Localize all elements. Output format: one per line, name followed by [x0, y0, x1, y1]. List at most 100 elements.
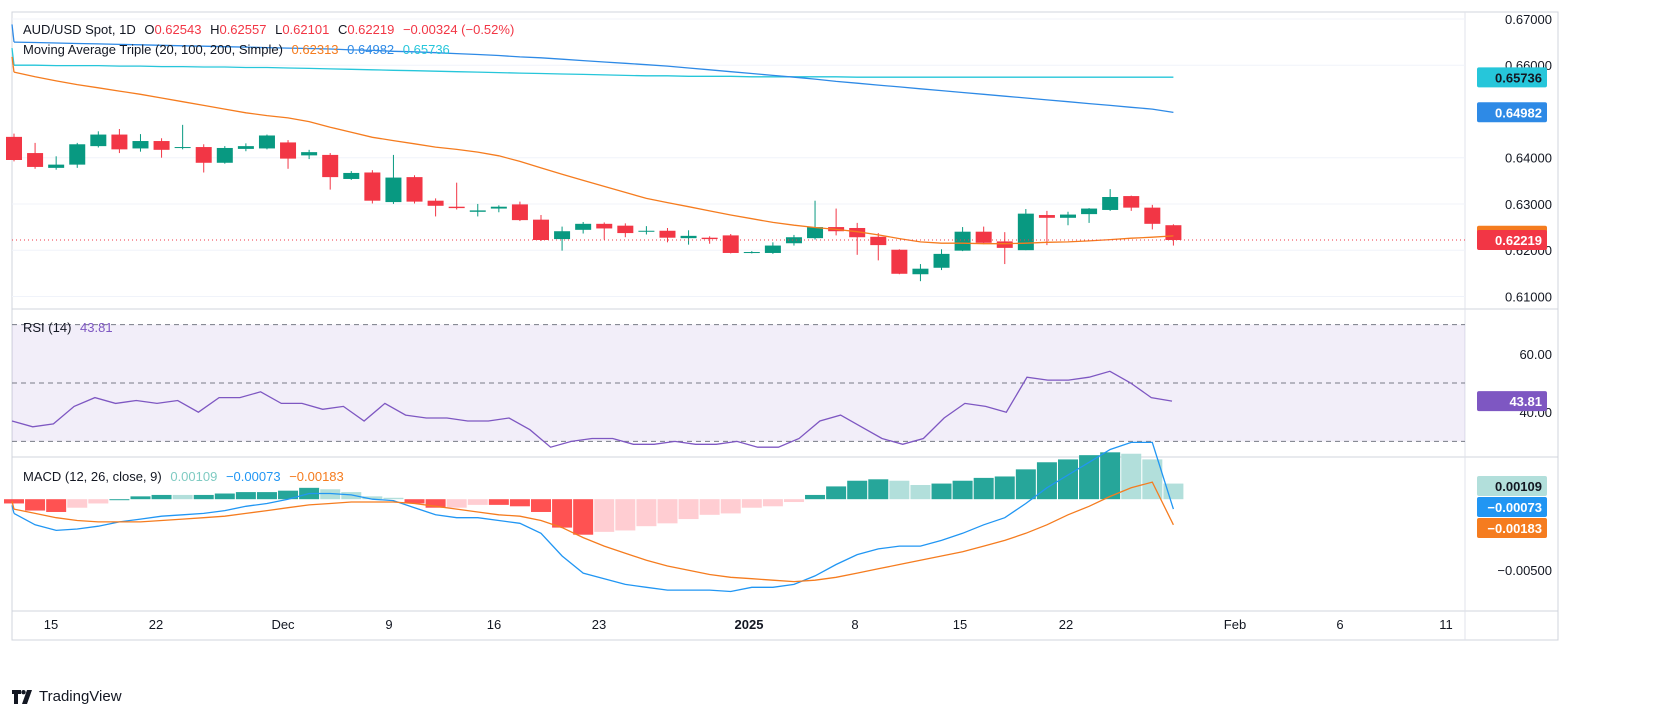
- macd-histogram-bar: [256, 492, 277, 500]
- ma200-value: 0.65736: [402, 42, 450, 57]
- candle-body: [132, 141, 149, 149]
- candle-body: [1017, 213, 1034, 251]
- candle-body: [870, 236, 887, 246]
- candle-body: [1123, 196, 1140, 208]
- macd-histogram-bar: [1015, 469, 1036, 500]
- x-axis-label: 22: [1059, 617, 1073, 632]
- x-axis-label: 6: [1336, 617, 1343, 632]
- signal-line-extension: [11, 500, 15, 510]
- macd-histogram-bar: [805, 494, 826, 500]
- x-axis-label: 15: [44, 617, 58, 632]
- candle-body: [69, 144, 86, 165]
- candle-body: [1165, 225, 1182, 241]
- price-tick-label: 0.64000: [1505, 151, 1552, 166]
- x-axis-label: 15: [953, 617, 967, 632]
- candle-body: [1060, 214, 1076, 218]
- macd-histogram-bar: [783, 499, 804, 503]
- x-axis-label: 16: [487, 617, 501, 632]
- macd-histogram-bar: [4, 499, 24, 504]
- candle-body: [807, 227, 824, 239]
- x-axis-label: Dec: [271, 617, 295, 632]
- macd-line: [13, 441, 1175, 593]
- candle-body: [195, 147, 212, 163]
- legend-high-value: 0.62557: [219, 22, 267, 37]
- tradingview-brand[interactable]: TradingView: [12, 688, 122, 705]
- ma200-line: [14, 64, 1174, 78]
- rsi-label: RSI (14): [23, 320, 72, 335]
- macd-histogram-bar: [889, 480, 910, 500]
- candle-body: [743, 252, 760, 254]
- candle-body: [954, 231, 971, 251]
- last-price-tag-bg: [1477, 230, 1547, 251]
- macd-hist-tag: 0.00109: [1495, 479, 1542, 494]
- candle-body: [996, 241, 1013, 248]
- candle-body: [1081, 208, 1098, 215]
- x-axis-label: Feb: [1224, 617, 1246, 632]
- candle-body: [554, 231, 571, 240]
- ma200-price-tag: 0.65736: [1495, 70, 1542, 85]
- ma20-line-extension: [11, 56, 15, 73]
- candle-body: [490, 206, 507, 209]
- candle-body: [27, 153, 44, 167]
- candle-body: [216, 147, 233, 163]
- candle-body: [617, 225, 634, 234]
- candle-body: [764, 245, 781, 253]
- candle-body: [680, 235, 697, 239]
- macd-histogram-bar: [910, 484, 931, 500]
- macd-line-tag: −0.00073: [1487, 500, 1542, 515]
- ma100-value: 0.64982: [347, 42, 395, 57]
- candle-body: [90, 134, 107, 147]
- candle-body: [6, 136, 22, 160]
- candle-body: [343, 172, 360, 179]
- rsi-value-tag: 43.81: [1509, 394, 1542, 409]
- ma200-price-tag-bg: [1477, 67, 1547, 88]
- macd-histogram-bar: [699, 499, 720, 515]
- candle-body: [174, 147, 191, 149]
- candle-body: [1038, 215, 1055, 218]
- candle-body: [933, 253, 950, 268]
- legend-open-value: 0.62543: [154, 22, 202, 37]
- macd-histogram-bar: [172, 494, 193, 500]
- chart-frame: [11, 11, 1559, 641]
- x-axis-label: 11: [1439, 617, 1453, 632]
- macd-histogram-bar: [657, 499, 678, 524]
- macd-histogram-bar: [1121, 453, 1142, 500]
- macd-histogram-bar: [151, 494, 172, 500]
- legend-change: −0.00324 (−0.52%): [402, 22, 515, 37]
- candle-body: [301, 152, 318, 156]
- macd-line-value: −0.00073: [225, 469, 281, 484]
- legend-moving-average: Moving Average Triple (20, 100, 200, Sim…: [23, 42, 455, 57]
- macd-histogram-bar: [362, 496, 383, 500]
- legend-symbol: AUD/USD Spot, 1D: [23, 22, 136, 37]
- candle-body: [1144, 207, 1161, 224]
- macd-histogram-bar: [720, 499, 741, 514]
- macd-histogram-bar: [552, 499, 573, 528]
- macd-histogram-bar: [973, 477, 994, 500]
- macd-signal-tag: −0.00183: [1487, 521, 1542, 536]
- candle-body: [638, 230, 655, 232]
- candle-body: [849, 227, 866, 238]
- legend-close-label: C: [337, 22, 348, 37]
- legend-rsi: RSI (14) 43.81: [23, 320, 118, 335]
- macd-histogram-bar: [615, 499, 636, 531]
- candle-body: [258, 135, 275, 149]
- legend-close-value: 0.62219: [347, 22, 395, 37]
- candle-body: [891, 249, 908, 274]
- candle-body: [427, 200, 444, 206]
- macd-histogram-bar: [25, 499, 46, 511]
- macd-signal-value: −0.00183: [289, 469, 344, 484]
- macd-histogram-bar: [868, 479, 889, 500]
- legend-ohlc: AUD/USD Spot, 1D O0.62543 H0.62557 L0.62…: [23, 22, 519, 37]
- rsi-tick-label: 60.00: [1519, 347, 1552, 362]
- macd-histogram-bar: [341, 492, 362, 500]
- legend-macd: MACD (12, 26, close, 9) 0.00109 −0.00073…: [23, 469, 349, 484]
- price-tick-label: 0.63000: [1505, 197, 1552, 212]
- rsi-value: 43.81: [80, 320, 113, 335]
- macd-histogram-bar: [531, 499, 551, 512]
- ma100-price-tag: 0.64982: [1495, 105, 1542, 120]
- x-axis-label: 22: [149, 617, 163, 632]
- macd-histogram-bar: [404, 499, 425, 504]
- legend-low-value: 0.62101: [282, 22, 330, 37]
- candle-body: [469, 210, 486, 212]
